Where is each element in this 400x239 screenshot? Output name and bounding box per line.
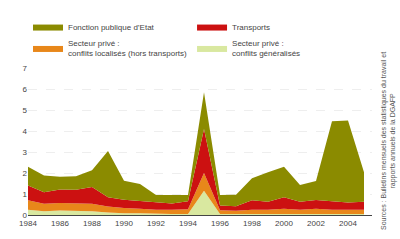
svg-text:Fonction publique d’Etat: Fonction publique d’Etat <box>68 23 155 32</box>
svg-text:3: 3 <box>23 148 28 157</box>
svg-text:4: 4 <box>23 127 28 136</box>
svg-text:6: 6 <box>23 85 28 94</box>
svg-text:7: 7 <box>23 64 28 73</box>
svg-text:1: 1 <box>23 190 28 199</box>
svg-text:1998: 1998 <box>243 219 261 228</box>
svg-text:Sources : Bulletins mensuels d: Sources : Bulletins mensuels des statist… <box>380 52 397 230</box>
svg-text:1992: 1992 <box>147 219 165 228</box>
svg-text:1988: 1988 <box>83 219 101 228</box>
svg-text:1990: 1990 <box>115 219 133 228</box>
svg-text:2: 2 <box>23 169 28 178</box>
svg-text:Secteur privé :conflits généra: Secteur privé :conflits généralisés <box>232 39 300 58</box>
svg-text:1994: 1994 <box>179 219 197 228</box>
svg-text:1984: 1984 <box>19 219 37 228</box>
svg-text:Secteur privé :conflits locali: Secteur privé :conflits localisés (hors … <box>68 39 187 58</box>
svg-text:1986: 1986 <box>51 219 69 228</box>
svg-text:5: 5 <box>23 106 28 115</box>
svg-text:Transports: Transports <box>232 23 270 32</box>
svg-text:0: 0 <box>23 211 28 220</box>
svg-text:1996: 1996 <box>211 219 229 228</box>
svg-text:2002: 2002 <box>307 219 325 228</box>
svg-text:2004: 2004 <box>339 219 357 228</box>
svg-text:2000: 2000 <box>275 219 293 228</box>
